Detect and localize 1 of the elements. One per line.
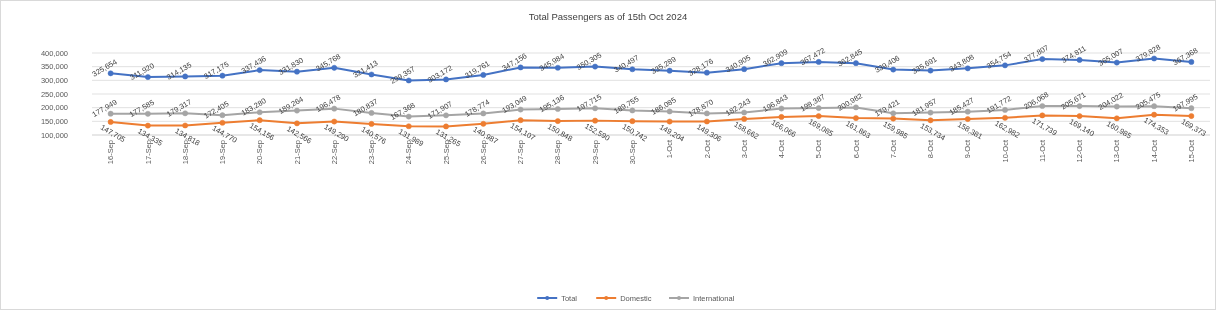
chart-title: Total Passengers as of 15th Oct 2024 xyxy=(528,11,688,22)
